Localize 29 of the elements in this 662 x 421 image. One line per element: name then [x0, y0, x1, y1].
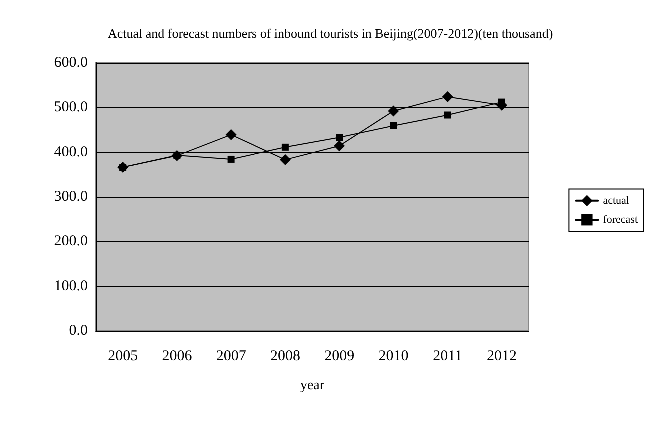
y-tick-label: 0.0 [69, 323, 88, 339]
x-tick-label: 2011 [433, 348, 463, 364]
y-tick-label: 300.0 [54, 189, 88, 205]
x-tick-label: 2008 [270, 348, 300, 364]
point [282, 144, 289, 151]
x-tick-label: 2012 [486, 348, 517, 364]
y-tick-label: 200.0 [54, 234, 88, 250]
y-tick-label: 500.0 [54, 100, 88, 116]
legend-label: actual [603, 194, 630, 207]
point [388, 106, 400, 117]
x-tick-label: 2010 [378, 348, 409, 364]
point [444, 112, 452, 119]
x-tick-label: 2007 [216, 348, 247, 364]
point [280, 154, 291, 166]
x-tick-label: 2009 [324, 348, 355, 364]
y-tick-label: 600.0 [54, 55, 88, 71]
chart-title: Actual and forecast numbers of inbound tourists in Beijing(2007-2012)(ten thousand) [108, 26, 554, 41]
point [336, 134, 344, 142]
x-tick-label: 2005 [108, 348, 138, 364]
point [442, 91, 454, 102]
y-tick-label: 400.0 [54, 144, 88, 160]
point [228, 156, 235, 163]
point [334, 140, 346, 152]
x-axis-title: year [300, 378, 325, 394]
y-tick-label: 100.0 [54, 278, 88, 294]
legend-label: forecast [603, 214, 638, 226]
x-tick-label: 2006 [162, 348, 193, 364]
point [226, 129, 237, 140]
point [390, 122, 398, 130]
